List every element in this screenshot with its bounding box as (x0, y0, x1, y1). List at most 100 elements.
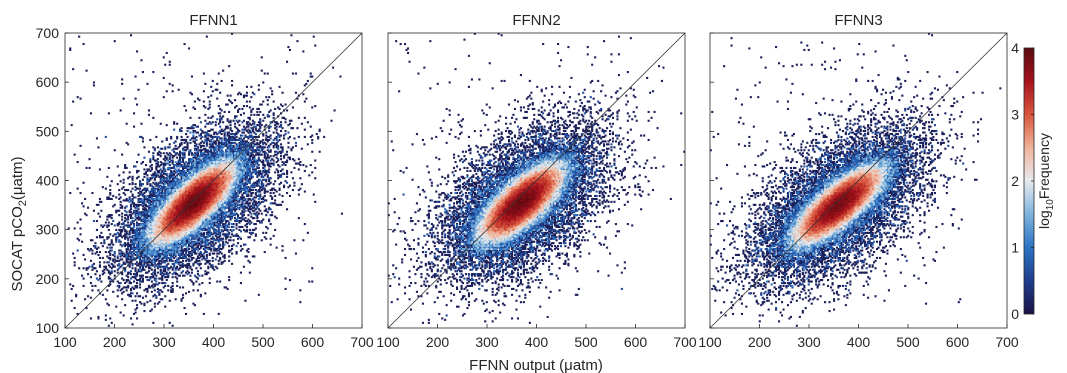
density-point (173, 252, 176, 255)
density-point (174, 177, 177, 180)
density-point (131, 230, 134, 233)
density-point (186, 239, 189, 242)
density-point (124, 270, 127, 273)
density-point (137, 218, 140, 221)
density-point (141, 137, 144, 140)
density-point (237, 110, 240, 113)
density-point (242, 171, 245, 174)
density-point (152, 243, 155, 246)
density-point (266, 138, 269, 141)
density-point (229, 202, 232, 205)
density-point (259, 118, 262, 121)
density-point (146, 225, 149, 228)
density-point (100, 200, 103, 203)
density-point (173, 177, 176, 180)
density-point (176, 152, 179, 155)
density-point (222, 162, 225, 165)
density-point (234, 203, 237, 206)
density-point (110, 239, 113, 242)
density-point (179, 255, 182, 258)
density-point (259, 153, 262, 156)
density-point (161, 282, 164, 285)
density-point (140, 224, 143, 227)
density-point (275, 153, 278, 156)
density-point (185, 249, 188, 252)
density-point (226, 233, 229, 236)
density-point (241, 156, 244, 159)
density-point (190, 171, 193, 174)
density-point (183, 253, 186, 256)
density-point (161, 190, 164, 193)
density-point (182, 161, 185, 164)
density-point (103, 224, 106, 227)
density-point (130, 289, 133, 292)
density-point (192, 240, 195, 243)
density-point (165, 252, 168, 255)
density-point (245, 135, 248, 138)
density-point (173, 155, 176, 158)
density-point (223, 141, 226, 144)
density-point (241, 200, 244, 203)
density-point (220, 218, 223, 221)
density-point (150, 284, 153, 287)
density-point (311, 138, 314, 141)
density-point (165, 178, 168, 181)
density-point (242, 205, 245, 208)
density-point (262, 161, 265, 164)
density-point (176, 240, 179, 243)
density-point (247, 128, 250, 131)
density-point (155, 264, 158, 267)
density-point (248, 231, 251, 234)
density-point (133, 245, 136, 248)
density-point (244, 155, 247, 158)
density-point (141, 277, 144, 280)
density-point (182, 153, 185, 156)
density-point (253, 171, 256, 174)
density-point (189, 91, 192, 94)
density-point (92, 84, 95, 87)
density-point (162, 255, 165, 258)
density-point (251, 203, 254, 206)
density-point (260, 220, 263, 223)
density-point (244, 190, 247, 193)
density-point (271, 196, 274, 199)
density-point (149, 158, 152, 161)
density-point (297, 135, 300, 138)
density-point (152, 249, 155, 252)
density-point (234, 116, 237, 119)
density-point (268, 220, 271, 223)
density-point (146, 209, 149, 212)
density-point (182, 152, 185, 155)
density-point (296, 40, 299, 43)
density-point (177, 258, 180, 261)
density-point (140, 190, 143, 193)
density-point (241, 197, 244, 200)
density-point (153, 271, 156, 274)
density-point (208, 100, 211, 103)
density-point (199, 141, 202, 144)
density-point (190, 230, 193, 233)
density-point (188, 177, 191, 180)
density-point (237, 121, 240, 124)
density-point (149, 223, 152, 226)
density-point (251, 192, 254, 195)
density-point (237, 174, 240, 177)
density-point (179, 286, 182, 289)
density-point (237, 206, 240, 209)
density-point (241, 181, 244, 184)
density-point (234, 187, 237, 190)
density-point (216, 255, 219, 258)
density-point (155, 192, 158, 195)
density-point (235, 171, 238, 174)
density-point (219, 223, 222, 226)
density-point (149, 231, 152, 234)
density-point (134, 253, 137, 256)
density-point (139, 267, 142, 270)
density-point (239, 190, 242, 193)
density-point (136, 161, 139, 164)
density-point (136, 223, 139, 226)
density-point (119, 311, 122, 314)
density-point (171, 245, 174, 248)
density-point (127, 239, 130, 242)
density-point (247, 121, 250, 124)
